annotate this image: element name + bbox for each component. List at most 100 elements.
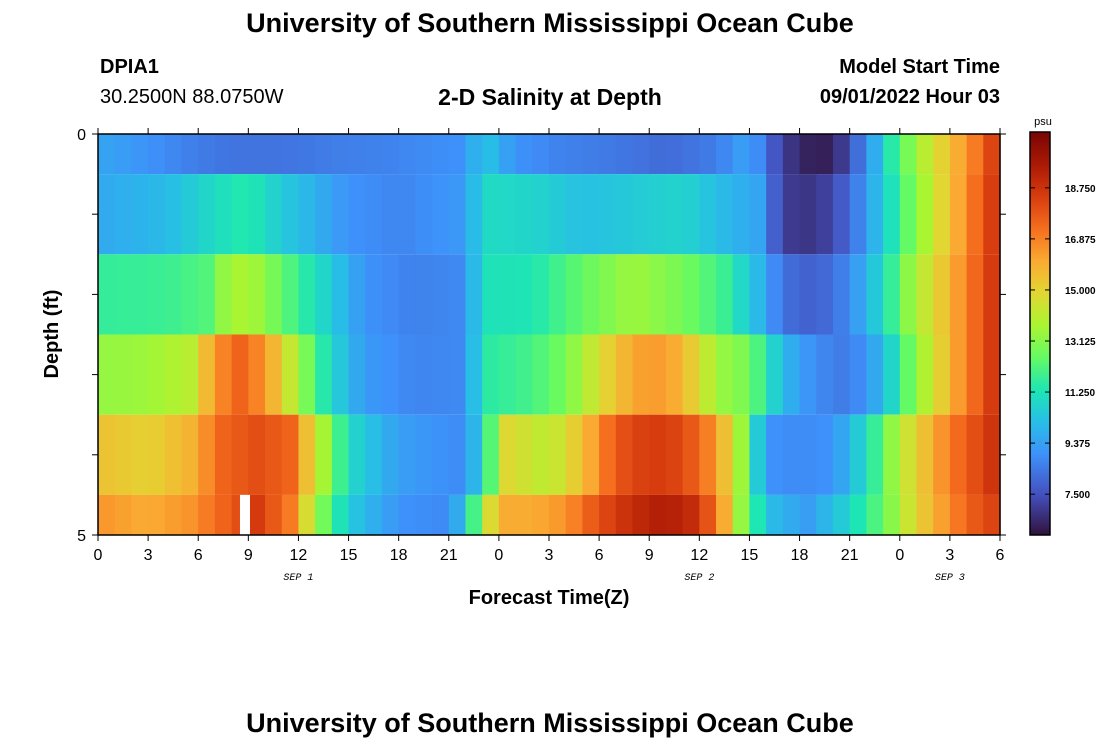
heatmap-cell-layer4-h18 (398, 414, 416, 495)
heatmap-cell-layer3-h33 (649, 334, 667, 415)
heatmap-cell-layer3-h2 (131, 334, 149, 415)
heatmap-cell-layer1-h30 (599, 174, 617, 255)
heatmap-cell-layer5-h32 (632, 494, 650, 535)
x-tick-label-1: 3 (144, 547, 153, 564)
heatmap-cell-layer1-h32 (632, 174, 650, 255)
heatmap-cell-layer1-h8 (231, 174, 249, 255)
heatmap-cell-layer3-h29 (582, 334, 600, 415)
heatmap-cell-layer1-h52 (966, 174, 984, 255)
heatmap-cell-layer2-h23 (482, 254, 500, 335)
heatmap-cell-layer4-h50 (933, 414, 951, 495)
heatmap-cell-layer4-h45 (849, 414, 867, 495)
heatmap-cell-layer2-h18 (398, 254, 416, 335)
heatmap-cell-layer2-h3 (148, 254, 166, 335)
heatmap-cell-layer1-h9 (248, 174, 266, 255)
heatmap-cell-layer4-h46 (866, 414, 884, 495)
heatmap-cell-layer3-h36 (699, 334, 717, 415)
heatmap-cell-layer5-h44 (832, 494, 851, 535)
heatmap-cell-layer2-h29 (582, 254, 600, 335)
heatmap-cell-layer4-h30 (599, 414, 617, 495)
heatmap-cell-layer1-h43 (816, 174, 834, 255)
heatmap-cell-layer4-h43 (816, 414, 834, 495)
heatmap-cell-layer2-h35 (682, 254, 700, 335)
heatmap-cell-layer1-h4 (164, 174, 183, 255)
heatmap-cell-layer3-h53 (983, 334, 1001, 415)
heatmap-cell-layer4-h35 (682, 414, 700, 495)
date-label-1: SEP 2 (684, 573, 714, 584)
heatmap-cell-layer1-h17 (381, 174, 400, 255)
y-axis-label: Depth (ft) (41, 290, 63, 379)
colorbar-tick-label-0: 7.500 (1065, 490, 1090, 501)
heatmap-cell-layer2-h36 (699, 254, 717, 335)
heatmap-cell-layer0-h3 (148, 134, 166, 175)
colorbar-tick-label-4: 15.000 (1065, 286, 1096, 297)
heatmap-cell-layer3-h26 (532, 334, 550, 415)
heatmap-cell-layer0-h52 (966, 134, 984, 175)
colorbar-tick-label-6: 18.750 (1065, 184, 1096, 195)
heatmap-cell-layer3-h27 (549, 334, 567, 415)
heatmap-cell-layer3-h19 (415, 334, 433, 415)
x-tick-label-3: 9 (244, 547, 253, 564)
heatmap-cell-layer4-h53 (983, 414, 1001, 495)
heatmap-cell-layer5-h51 (949, 494, 968, 535)
heatmap-cell-layer5-h4 (164, 494, 183, 535)
heatmap-cell-layer1-h18 (398, 174, 416, 255)
heatmap-cell-layer2-h47 (883, 254, 901, 335)
heatmap-cell-layer1-h47 (883, 174, 901, 255)
heatmap-cell-layer3-h25 (515, 334, 533, 415)
heatmap-cell-layer4-h33 (649, 414, 667, 495)
heatmap-cell-layer5-h50 (933, 494, 951, 535)
heatmap-cell-layer2-h49 (916, 254, 934, 335)
heatmap-cell-layer3-h23 (482, 334, 500, 415)
heatmap-cell-layer5-h15 (348, 494, 366, 535)
heatmap-cells (98, 134, 1001, 535)
heatmap-cell-layer2-h6 (198, 254, 216, 335)
heatmap-cell-layer0-h34 (665, 134, 684, 175)
heatmap-cell-layer2-h5 (181, 254, 199, 335)
x-tick-label-0: 0 (94, 547, 103, 564)
heatmap-cell-layer5-h11 (281, 494, 300, 535)
heatmap-cell-layer1-h15 (348, 174, 366, 255)
heatmap-cell-layer0-h50 (933, 134, 951, 175)
heatmap-cell-layer4-h20 (432, 414, 450, 495)
x-tick-label-16: 0 (895, 547, 904, 564)
heatmap-cell-layer3-h12 (298, 334, 316, 415)
salinity-heatmap-chart: 0 3 6 9 12 15 18 21 0 3 6 9 12 15 18 21 0 3 6 05 SEP 1 SEP … (41, 116, 1096, 609)
heatmap-cell-layer0-h40 (766, 134, 784, 175)
heatmap-cell-layer5-h22 (465, 494, 483, 535)
heatmap-cell-layer5-h53 (983, 494, 1001, 535)
heatmap-cell-layer1-h31 (615, 174, 634, 255)
heatmap-cell-layer3-h18 (398, 334, 416, 415)
heatmap-cell-layer5-h30 (599, 494, 617, 535)
heatmap-cell-layer4-h36 (699, 414, 717, 495)
heatmap-cell-layer1-h27 (549, 174, 567, 255)
heatmap-cell-layer2-h15 (348, 254, 366, 335)
heatmap-cell-layer4-h22 (465, 414, 483, 495)
heatmap-cell-layer0-h12 (298, 134, 316, 175)
heatmap-cell-layer3-h46 (866, 334, 884, 415)
heatmap-cell-layer2-h50 (933, 254, 951, 335)
heatmap-cell-layer0-h22 (465, 134, 483, 175)
heatmap-cell-layer0-h13 (315, 134, 333, 175)
heatmap-cell-layer4-h7 (214, 414, 233, 495)
heatmap-cell-layer3-h30 (599, 334, 617, 415)
heatmap-cell-layer5-h13 (315, 494, 333, 535)
heatmap-cell-layer5-h1 (114, 494, 132, 535)
heatmap-cell-layer0-h46 (866, 134, 884, 175)
heatmap-cell-layer3-h48 (899, 334, 918, 415)
heatmap-cell-layer1-h3 (148, 174, 166, 255)
heatmap-cell-layer1-h13 (315, 174, 333, 255)
heatmap-cell-layer5-h35 (682, 494, 700, 535)
heatmap-cell-layer0-h25 (515, 134, 533, 175)
heatmap-cell-layer1-h39 (749, 174, 767, 255)
model-start-value: 09/01/2022 Hour 03 (819, 86, 1000, 108)
heatmap-cell-layer0-h42 (799, 134, 817, 175)
heatmap-cell-layer1-h22 (465, 174, 483, 255)
heatmap-cell-layer0-h45 (849, 134, 867, 175)
heatmap-cell-layer5-h43 (816, 494, 834, 535)
heatmap-cell-layer2-h30 (599, 254, 617, 335)
heatmap-cell-layer2-h19 (415, 254, 433, 335)
heatmap-cell-layer4-h44 (832, 414, 851, 495)
heatmap-cell-layer2-h32 (632, 254, 650, 335)
heatmap-cell-layer1-h45 (849, 174, 867, 255)
